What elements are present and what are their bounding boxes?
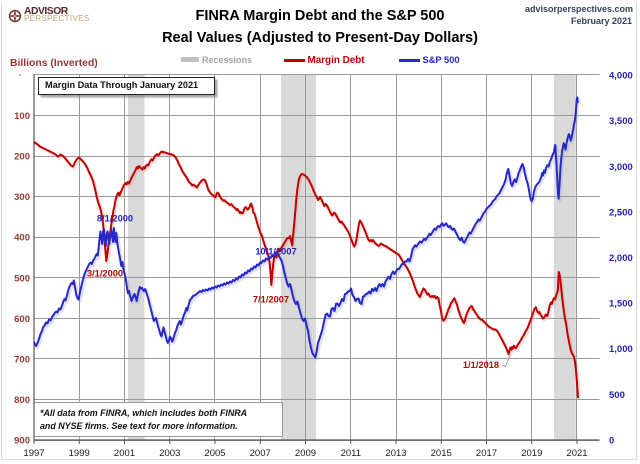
svg-text:0: 0 xyxy=(609,436,614,447)
svg-text:1/1/2018: 1/1/2018 xyxy=(463,360,499,370)
svg-text:400: 400 xyxy=(14,233,30,244)
svg-text:2015: 2015 xyxy=(431,448,452,459)
svg-text:-: - xyxy=(18,70,21,81)
svg-text:7/1/2007: 7/1/2007 xyxy=(253,295,289,305)
svg-text:1,000: 1,000 xyxy=(609,344,633,355)
svg-text:300: 300 xyxy=(14,192,30,203)
svg-text:2013: 2013 xyxy=(385,448,406,459)
svg-text:2,500: 2,500 xyxy=(609,207,633,218)
svg-text:2005: 2005 xyxy=(204,448,225,459)
svg-text:100: 100 xyxy=(14,111,30,122)
svg-text:2019: 2019 xyxy=(521,448,542,459)
svg-text:8/1/2000: 8/1/2000 xyxy=(97,214,133,224)
svg-text:2001: 2001 xyxy=(114,448,135,459)
svg-text:2011: 2011 xyxy=(341,448,361,459)
svg-text:2021: 2021 xyxy=(566,448,587,459)
svg-text:600: 600 xyxy=(14,314,30,325)
svg-text:2009: 2009 xyxy=(295,448,316,459)
svg-text:700: 700 xyxy=(14,354,30,365)
svg-text:500: 500 xyxy=(14,273,30,284)
svg-text:200: 200 xyxy=(14,152,30,163)
svg-text:2003: 2003 xyxy=(159,448,180,459)
svg-text:10/1/2007: 10/1/2007 xyxy=(255,247,296,257)
svg-text:900: 900 xyxy=(14,436,30,447)
svg-text:1997: 1997 xyxy=(23,448,44,459)
svg-text:1,500: 1,500 xyxy=(609,299,633,310)
svg-text:3/1/2000: 3/1/2000 xyxy=(87,269,123,279)
svg-text:3,000: 3,000 xyxy=(609,162,633,173)
svg-text:2007: 2007 xyxy=(250,448,271,459)
svg-text:800: 800 xyxy=(14,395,30,406)
svg-text:500: 500 xyxy=(609,390,625,401)
svg-text:2,000: 2,000 xyxy=(609,253,633,264)
svg-text:2017: 2017 xyxy=(476,448,497,459)
svg-text:1999: 1999 xyxy=(69,448,90,459)
svg-text:3,500: 3,500 xyxy=(609,116,633,127)
svg-text:4,000: 4,000 xyxy=(609,71,633,82)
